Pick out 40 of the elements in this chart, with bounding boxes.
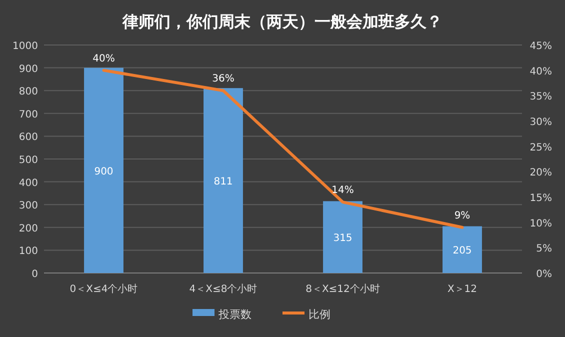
- x-tick-label: X＞12: [447, 284, 478, 295]
- data-label: 14%: [332, 185, 354, 196]
- bar: [323, 201, 362, 273]
- legend-label: 比例: [308, 308, 330, 321]
- data-label: 36%: [212, 74, 234, 85]
- bar: [442, 226, 482, 273]
- y2-tick-label: 15%: [530, 193, 552, 204]
- y2-tick-label: 40%: [530, 66, 552, 78]
- data-label: 40%: [92, 53, 115, 64]
- data-label: 811: [214, 176, 233, 188]
- y-tick-label: 0: [32, 269, 38, 280]
- y2-tick-label: 10%: [530, 218, 552, 230]
- y2-tick-label: 0%: [536, 269, 552, 280]
- x-tick-label: 8＜X≤12个小时: [306, 283, 380, 295]
- x-tick-label: 0＜X≤4个小时: [70, 283, 138, 295]
- y-tick-label: 500: [18, 155, 38, 166]
- y-tick-label: 1000: [12, 41, 38, 52]
- data-label: 900: [94, 166, 114, 178]
- legend-label: 投票数: [218, 308, 252, 321]
- data-label: 9%: [454, 210, 470, 222]
- y-tick-label: 100: [18, 246, 38, 258]
- y-tick-label: 600: [18, 132, 38, 144]
- bar: [84, 68, 124, 273]
- y2-tick-label: 20%: [530, 168, 552, 179]
- y-tick-label: 200: [18, 223, 38, 234]
- y2-tick-label: 35%: [530, 92, 552, 103]
- data-label: 205: [452, 246, 472, 257]
- y-tick-label: 300: [18, 200, 38, 212]
- chart-title: 律师们，你们周末（两天）一般会加班多久？: [122, 12, 442, 31]
- y-tick-label: 800: [18, 86, 38, 98]
- data-label: 315: [333, 233, 352, 244]
- y2-tick-label: 5%: [536, 244, 552, 255]
- y-tick-label: 700: [18, 109, 38, 120]
- y-tick-label: 900: [18, 64, 38, 75]
- bar: [204, 88, 243, 273]
- y2-tick-label: 30%: [530, 117, 552, 128]
- y2-tick-label: 45%: [530, 41, 552, 52]
- x-tick-label: 4＜X≤8个小时: [189, 283, 258, 295]
- y2-tick-label: 25%: [530, 142, 552, 154]
- y-tick-label: 400: [18, 178, 38, 189]
